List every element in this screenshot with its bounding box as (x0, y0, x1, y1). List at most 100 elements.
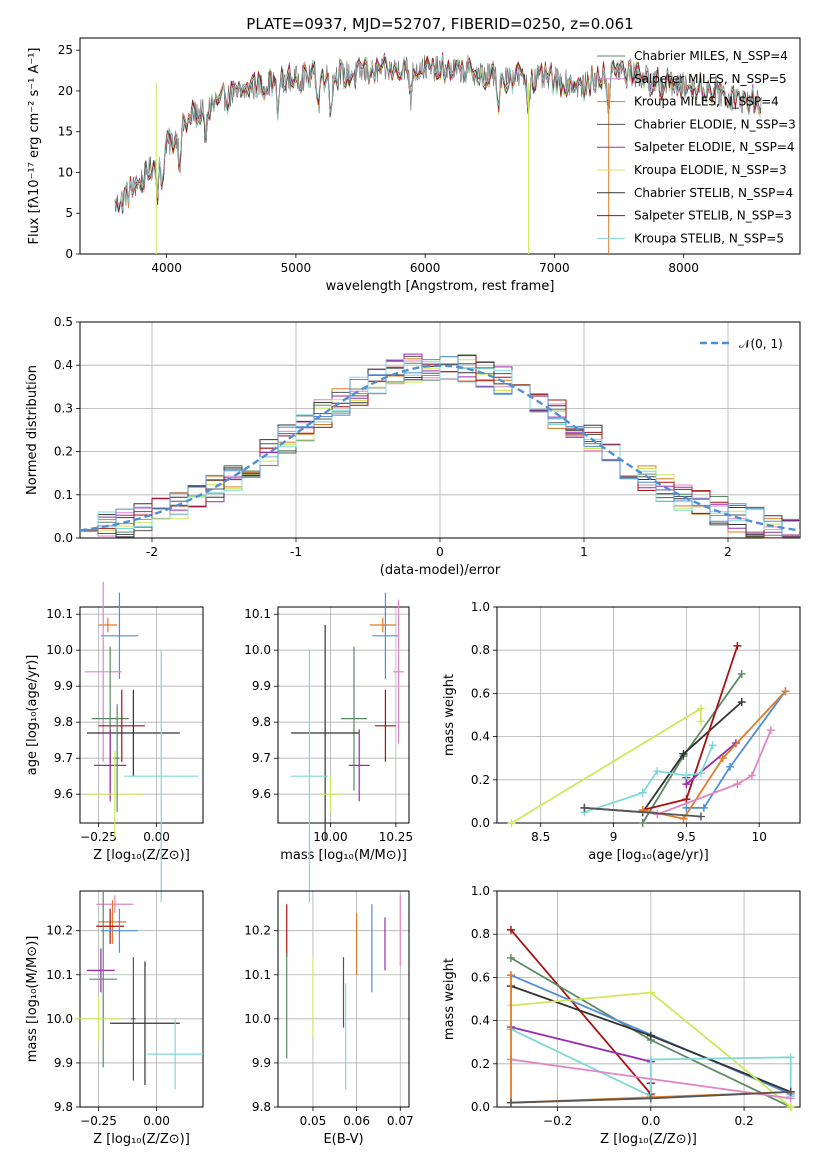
x-tick-label: -1 (290, 545, 302, 559)
plus-marker (646, 1094, 655, 1103)
x-tick-label: 0.06 (343, 1114, 370, 1128)
legend-label: Kroupa STELIB, N_SSP=5 (634, 231, 784, 245)
y-tick-label: 0.0 (471, 816, 490, 830)
mass-weight-line (584, 807, 701, 818)
y-tick-label: 20 (58, 84, 73, 98)
plus-marker (786, 1103, 795, 1111)
plus-marker (786, 1087, 795, 1096)
massweight-vs-Z-panel: −0.2 0.0 0.2 0.0 0.2 0.4 0.6 0.8 1.0 Z [log₁₀(Z/Z… (442, 884, 801, 1147)
legend-label: Kroupa MILES, N_SSP=4 (634, 95, 779, 109)
plus-marker (696, 769, 705, 778)
plus-marker (682, 795, 691, 804)
y-tick-label: 10.0 (244, 643, 271, 657)
histogram-series (80, 356, 800, 538)
y-tick-label: 0.2 (471, 1057, 490, 1071)
y-tick-label: 1.0 (471, 600, 490, 614)
plus-marker (781, 687, 790, 696)
x-tick-label: 0 (436, 545, 444, 559)
y-tick-label: 9.8 (54, 715, 73, 729)
y-tick-label: 0.4 (54, 358, 73, 372)
plus-marker (766, 726, 775, 735)
x-tick-label: −0.2 (543, 1114, 572, 1128)
y-tick-label: 9.9 (252, 679, 271, 693)
y-tick-label: 9.7 (54, 751, 73, 765)
plus-marker (696, 717, 705, 726)
x-tick-label: 1 (580, 545, 588, 559)
x-tick-label: −0.25 (80, 830, 117, 844)
mass-vs-Z-panel: −0.25 0.00 9.8 9.9 10.0 10.1 10.2 Z [log₁₀(Z/Z⊙… (25, 890, 204, 1147)
y-tick-label: 9.6 (54, 787, 73, 801)
y-tick-label: 10 (58, 165, 73, 179)
x-tick-label: 0.00 (143, 1114, 170, 1128)
plus-marker (718, 754, 727, 763)
y-tick-label: 0.0 (54, 531, 73, 545)
x-tick-label: 10 (752, 830, 767, 844)
x-tick-label: 8000 (668, 261, 699, 275)
y-tick-label: 15 (58, 125, 73, 139)
plus-marker (646, 988, 655, 997)
plus-marker (506, 971, 515, 980)
y-tick-label: 10.1 (46, 607, 73, 621)
y-tick-label: 0.5 (54, 315, 73, 329)
y-tick-label: 0.4 (471, 1014, 490, 1028)
axes-frame (79, 321, 801, 539)
x-axis-label: Z [log₁₀(Z/Z⊙)] (93, 848, 190, 863)
y-tick-label: 10.0 (244, 1012, 271, 1026)
x-axis-label: (data-model)/error (380, 563, 501, 578)
plus-marker (682, 780, 691, 789)
spectrum-panel: 4000 5000 6000 7000 8000 0 5 10 15 20 25 wavelength… (27, 15, 801, 294)
x-axis-label: mass [log₁₀(M/M⊙)] (280, 848, 407, 863)
mass-weight-line (642, 645, 739, 811)
residuals-panel: -2 -1 0 1 2 0.0 0.1 0.2 0.3 0.4 0.5 (data-model)/er… (25, 315, 801, 578)
y-axis-label: mass weight (442, 958, 457, 1040)
y-axis-label: Normed distribution (25, 365, 40, 495)
panels: 4000 5000 6000 7000 80000510152025wavelength… (25, 15, 801, 1147)
y-tick-label: 0.8 (471, 927, 490, 941)
age-vs-mass-panel: 10.00 10.25 9.6 9.7 9.8 9.9 10.0 10.1 mass [log₁… (244, 592, 413, 903)
y-tick-label: 9.9 (54, 679, 73, 693)
x-axis-label: age [log₁₀(age/yr)] (588, 848, 709, 863)
plus-marker (679, 749, 688, 758)
y-axis-label: age [log₁₀(age/yr)] (25, 655, 40, 776)
plus-marker (638, 819, 647, 827)
x-axis-label: Z [log₁₀(Z/Z⊙)] (93, 1132, 190, 1147)
plus-marker (646, 1055, 655, 1064)
y-tick-label: 0.8 (471, 643, 490, 657)
legend-label: Chabrier STELIB, N_SSP=4 (634, 186, 793, 200)
y-axis-label: mass [log₁₀(M/M⊙)] (25, 936, 40, 1063)
x-tick-label: 2 (724, 545, 732, 559)
axes-frame (79, 890, 204, 1108)
y-tick-label: 0.4 (471, 730, 490, 744)
y-tick-label: 0.1 (54, 488, 73, 502)
plus-marker (708, 741, 717, 750)
mass-weight-line (642, 690, 787, 820)
plus-marker (682, 803, 691, 812)
plus-marker (699, 803, 708, 812)
plus-marker (786, 1053, 795, 1062)
y-tick-label: 10.1 (244, 607, 271, 621)
y-tick-label: 0.6 (471, 686, 490, 700)
x-tick-label: 10.25 (379, 830, 413, 844)
mass-weight-line (510, 1058, 791, 1100)
legend-label: Kroupa ELODIE, N_SSP=3 (634, 163, 787, 177)
mass-weight-line (510, 1026, 652, 1063)
y-tick-label: 9.9 (252, 1056, 271, 1070)
spectrum-series-line (114, 52, 761, 213)
mass-vs-EBV-panel: 0.05 0.06 0.07 9.8 9.9 10.0 10.1 10.2 E(B-V) (244, 890, 414, 1147)
x-tick-label: 0.2 (735, 1114, 754, 1128)
plus-marker (638, 788, 647, 797)
x-tick-label: 0.00 (143, 830, 170, 844)
y-tick-label: 10.1 (244, 968, 271, 982)
normal-reference-curve (79, 364, 801, 532)
age-vs-Z-panel: −0.25 0.00 9.6 9.7 9.8 9.9 10.0 10.1 Z [log₁₀(Z/… (25, 581, 204, 903)
plus-marker (726, 762, 735, 771)
x-tick-label: 4000 (151, 261, 182, 275)
x-tick-label: −0.25 (80, 1114, 117, 1128)
x-tick-label: 7000 (539, 261, 570, 275)
y-tick-label: 9.7 (252, 751, 271, 765)
y-tick-label: 10.1 (46, 968, 73, 982)
plus-marker (646, 1031, 655, 1040)
plus-marker (580, 803, 589, 812)
axes-frame (496, 890, 801, 1108)
y-tick-label: 10.0 (46, 1012, 73, 1026)
